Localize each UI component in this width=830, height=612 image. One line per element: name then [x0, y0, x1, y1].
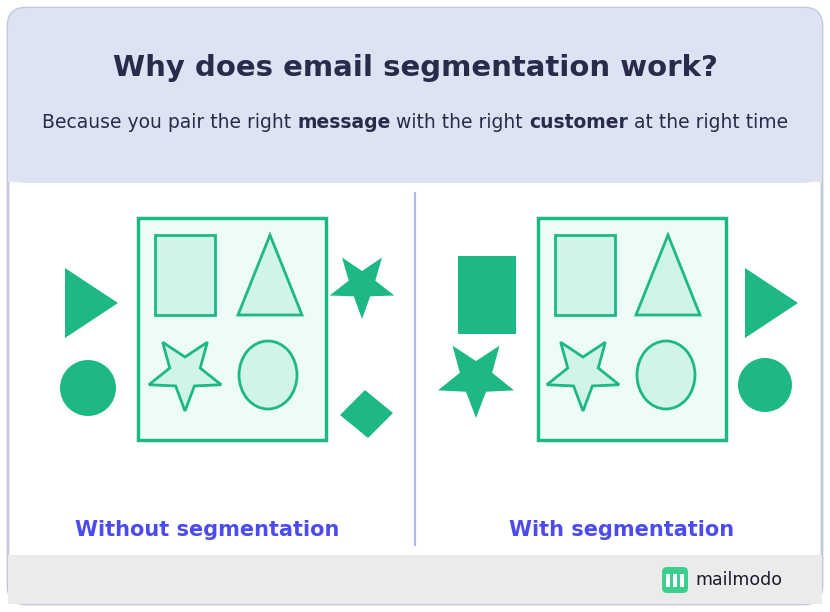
Polygon shape	[547, 342, 619, 411]
Polygon shape	[149, 342, 221, 411]
Bar	[538, 218, 726, 440]
Bar	[8, 555, 822, 579]
Text: at the right time: at the right time	[628, 113, 788, 132]
Polygon shape	[745, 268, 798, 338]
FancyBboxPatch shape	[8, 8, 822, 183]
Bar	[673, 574, 677, 587]
Polygon shape	[438, 346, 514, 418]
Bar	[458, 256, 516, 334]
FancyBboxPatch shape	[8, 8, 822, 604]
Text: Why does email segmentation work?: Why does email segmentation work?	[113, 54, 717, 82]
Polygon shape	[330, 258, 394, 319]
Bar	[8, 95, 822, 182]
Text: Without segmentation: Without segmentation	[75, 520, 339, 540]
FancyBboxPatch shape	[662, 567, 688, 593]
Polygon shape	[340, 390, 393, 438]
Ellipse shape	[637, 341, 695, 409]
Text: with the right: with the right	[390, 113, 529, 132]
Text: mailmodo: mailmodo	[695, 571, 782, 589]
Text: With segmentation: With segmentation	[510, 520, 735, 540]
Ellipse shape	[239, 341, 297, 409]
Ellipse shape	[60, 360, 116, 416]
Polygon shape	[65, 268, 118, 338]
Polygon shape	[238, 235, 302, 315]
Bar	[555, 235, 615, 315]
Ellipse shape	[738, 358, 792, 412]
Text: customer: customer	[529, 113, 628, 132]
Bar	[666, 574, 670, 587]
FancyBboxPatch shape	[8, 555, 822, 604]
Polygon shape	[636, 235, 700, 315]
Text: Because you pair the right: Because you pair the right	[42, 113, 297, 132]
Bar	[155, 235, 215, 315]
Text: message: message	[297, 113, 390, 132]
Bar	[138, 218, 326, 440]
Bar	[8, 555, 822, 604]
Bar	[680, 574, 684, 587]
